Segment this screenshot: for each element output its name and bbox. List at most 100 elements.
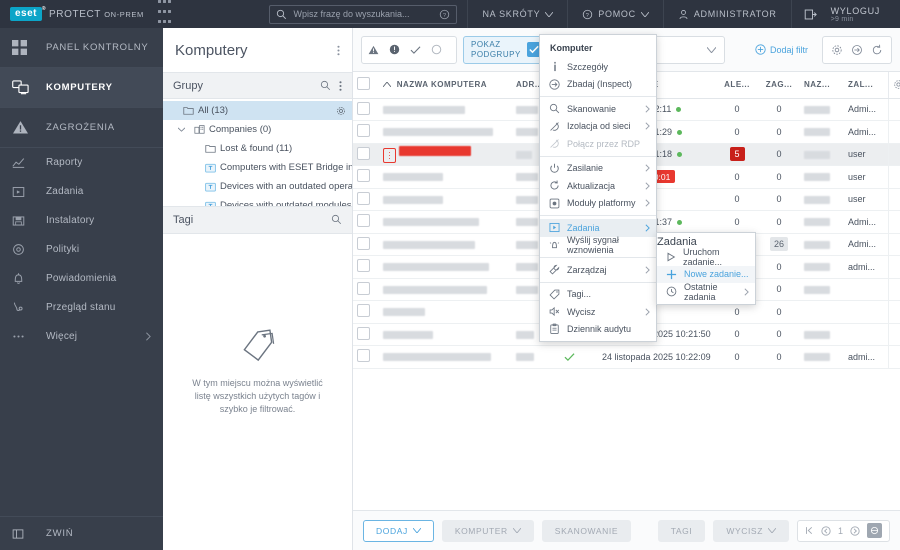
scan-button[interactable]: SKANOWANIE [541, 519, 632, 542]
chevron-up-icon[interactable] [167, 108, 178, 113]
table-settings-gear-icon[interactable] [893, 79, 900, 90]
sidebar-item-threats[interactable]: ZAGROŻENIA [0, 108, 163, 147]
row-select-cell[interactable] [353, 120, 379, 144]
logout-button[interactable]: WYLOGUJ >9 min [790, 0, 900, 28]
col-alerts[interactable]: ALE... [716, 72, 758, 99]
group-tree-item[interactable]: Lost & found (11) [163, 139, 352, 158]
computer-name-cell[interactable] [379, 120, 512, 144]
tags-button[interactable]: TAGI [657, 519, 706, 542]
row-checkbox[interactable] [357, 146, 370, 160]
group-tree-item[interactable]: Devices with outdated modules [163, 196, 352, 206]
select-all-checkbox[interactable] [357, 77, 370, 91]
subgroups-checkbox[interactable] [526, 42, 542, 57]
row-checkbox[interactable] [357, 124, 370, 138]
menu-item-aktualizacja[interactable]: Aktualizacja [540, 177, 656, 195]
app-switcher-icon[interactable] [157, 0, 171, 28]
col-installed-by[interactable]: ZAL... [844, 72, 888, 99]
help-menu[interactable]: ? POMOC [567, 0, 663, 28]
show-subgroups-toggle[interactable]: POKAZ PODGRUPY [463, 35, 547, 64]
group-tree-item[interactable]: All (13) [163, 101, 352, 120]
menu-item-połącz-przez-rdp[interactable]: Połącz przez RDP [540, 135, 656, 153]
row-select-cell[interactable] [353, 345, 379, 369]
col-name[interactable]: NAZWA KOMPUTERA [379, 72, 512, 99]
row-checkbox[interactable] [357, 191, 370, 205]
computer-name-cell[interactable] [379, 188, 512, 211]
sidebar-item-more[interactable]: Więcej [0, 322, 163, 351]
row-checkbox[interactable] [357, 304, 370, 318]
row-select-cell[interactable] [353, 278, 379, 301]
menu-item-zbadaj-inspect[interactable]: Zbadaj (Inspect) [540, 76, 656, 94]
computer-name-cell[interactable] [379, 323, 512, 346]
menu-item-wycisz[interactable]: Wycisz [540, 303, 656, 321]
groups-options-kebab-icon[interactable] [339, 80, 342, 92]
chevron-down-icon[interactable] [178, 127, 189, 132]
computer-name-cell[interactable] [379, 143, 512, 166]
row-select-cell[interactable] [353, 233, 379, 256]
sidebar-item-policies[interactable]: Polityki [0, 235, 163, 264]
row-checkbox[interactable] [357, 259, 370, 273]
menu-item-moduły-platformy[interactable]: Moduły platformy [540, 195, 656, 213]
warning-triangle-icon[interactable] [368, 45, 387, 55]
brand-logo[interactable]: eset ® PROTECT ON-PREM [0, 0, 144, 28]
row-checkbox[interactable] [357, 326, 370, 340]
row-actions-kebab-icon[interactable] [383, 148, 396, 164]
computer-name-cell[interactable] [379, 300, 512, 324]
row-checkbox[interactable] [357, 101, 370, 115]
export-icon[interactable] [851, 44, 863, 56]
computer-name-cell[interactable] [379, 165, 512, 189]
pagination[interactable]: 1 [796, 519, 890, 542]
group-tree-item[interactable]: Computers with ESET Bridge installed [163, 158, 352, 177]
row-select-cell[interactable] [353, 255, 379, 279]
search-help-icon[interactable]: ? [439, 9, 450, 20]
row-select-cell[interactable] [353, 98, 379, 121]
menu-item-izolacja-od-sieci[interactable]: Izolacja od sieci [540, 118, 656, 136]
row-select-cell[interactable] [353, 188, 379, 211]
prev-page-icon[interactable] [821, 525, 831, 536]
submenu-item-uruchom-zadanie[interactable]: Uruchom zadanie... [657, 247, 755, 267]
tags-search-icon[interactable] [331, 214, 342, 225]
row-select-cell[interactable] [353, 165, 379, 189]
group-settings-gear-icon[interactable] [336, 106, 346, 116]
settings-gear-icon[interactable] [831, 44, 843, 56]
refresh-icon[interactable] [871, 44, 883, 56]
row-select-cell[interactable] [353, 300, 379, 324]
page-options-kebab-icon[interactable] [337, 44, 340, 57]
alert-circle-icon[interactable] [389, 44, 408, 55]
user-menu[interactable]: ADMINISTRATOR [662, 0, 791, 28]
menu-item-dziennik-audytu[interactable]: Dziennik audytu [540, 321, 656, 339]
first-page-icon[interactable] [805, 526, 814, 535]
row-select-cell[interactable] [353, 323, 379, 346]
row-select-cell[interactable] [353, 143, 379, 166]
menu-item-wyślij-sygnał-wznowienia[interactable]: Wyślij sygnał wznowienia [540, 235, 656, 255]
shortcuts-menu[interactable]: NA SKRÓTY [467, 0, 567, 28]
menu-item-szczegóły[interactable]: Szczegóły [540, 58, 656, 76]
menu-item-zarządzaj[interactable]: Zarządzaj [540, 261, 656, 279]
global-search[interactable]: ? [269, 4, 458, 24]
col-settings[interactable] [887, 72, 900, 99]
sidebar-item-installers[interactable]: Instalatory [0, 206, 163, 235]
circle-icon[interactable] [431, 44, 450, 55]
groups-tree[interactable]: All (13) Companies (0) Lost & found (11) Co… [163, 99, 352, 206]
refresh-table-icon[interactable] [867, 523, 882, 538]
search-input[interactable] [293, 9, 434, 19]
group-tree-item[interactable]: Companies (0) [163, 120, 352, 139]
col-product-name[interactable]: NAZ... [800, 72, 844, 99]
row-select-cell[interactable] [353, 210, 379, 234]
sidebar-item-computers[interactable]: KOMPUTERY [0, 68, 163, 107]
add-button[interactable]: DODAJ [363, 519, 434, 542]
row-checkbox[interactable] [357, 281, 370, 295]
computer-name-cell[interactable] [379, 233, 512, 256]
row-checkbox[interactable] [357, 169, 370, 183]
status-filter-group[interactable] [361, 35, 457, 64]
submenu-item-nowe-zadanie[interactable]: Nowe zadanie... [657, 265, 755, 283]
submenu-item-ostatnie-zadania[interactable]: Ostatnie zadania [657, 282, 755, 302]
menu-item-skanowanie[interactable]: Skanowanie [540, 100, 656, 118]
collapse-sidebar-button[interactable]: ZWIŃ [0, 516, 163, 550]
menu-item-tagi[interactable]: Tagi... [540, 286, 656, 304]
computer-name-cell[interactable] [379, 255, 512, 279]
computer-button[interactable]: KOMPUTER [441, 519, 534, 542]
computer-context-menu[interactable]: Komputer Szczegóły Zbadaj (Inspect) Skanowa… [539, 34, 657, 342]
check-icon[interactable] [410, 45, 429, 55]
menu-item-zadania[interactable]: Zadania [540, 219, 656, 237]
row-checkbox[interactable] [357, 214, 370, 228]
